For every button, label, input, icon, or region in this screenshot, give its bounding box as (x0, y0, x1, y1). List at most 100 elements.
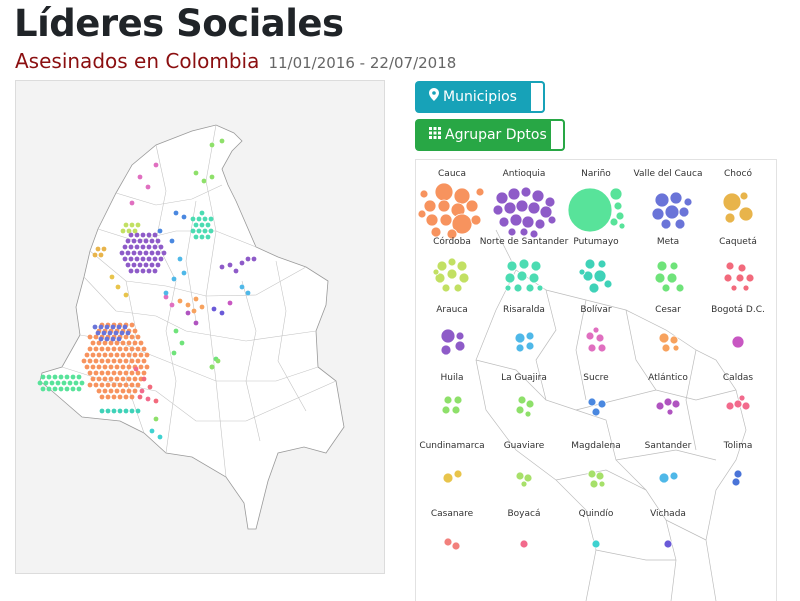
case-dot (120, 376, 126, 382)
department-grid-panel[interactable]: Cauca Antioquia Nariño Valle del Cauca Chocó… (415, 159, 777, 601)
case-dot (99, 346, 105, 352)
case-dot (525, 331, 535, 341)
case-dot (233, 268, 239, 274)
case-dot (451, 405, 461, 415)
map-marker-icon (429, 81, 439, 113)
case-dot (138, 364, 144, 370)
case-dot (117, 346, 123, 352)
map-dot-layer (37, 138, 257, 440)
case-dot (536, 284, 544, 292)
dept-group-magdalena[interactable]: Magdalena (571, 441, 621, 489)
dept-group-casanare[interactable]: Casanare (431, 509, 474, 551)
case-dot (149, 428, 155, 434)
case-dot (585, 331, 595, 341)
case-dot (591, 539, 601, 549)
case-dot (169, 302, 175, 308)
case-dot (137, 174, 143, 180)
dept-group-guaviare[interactable]: Guaviare (504, 441, 545, 488)
dept-group-boyacá[interactable]: Boyacá (508, 509, 541, 549)
case-dot (663, 539, 673, 549)
dept-group-bolívar[interactable]: Bolívar (580, 305, 612, 353)
case-dot (84, 352, 90, 358)
dept-group-cauca[interactable]: Cauca (417, 169, 485, 240)
dept-group-bogotá-d-c-[interactable]: Bogotá D.C. (711, 305, 765, 349)
agrupar-toggle[interactable] (549, 119, 565, 151)
case-dot (239, 260, 245, 266)
case-dot (453, 283, 463, 293)
dept-label: Vichada (650, 509, 686, 519)
dept-group-valle-del-cauca[interactable]: Valle del Cauca (634, 169, 703, 230)
case-dot (209, 364, 215, 370)
case-dot (179, 340, 185, 346)
dept-group-tolima[interactable]: Tolima (723, 441, 753, 487)
dept-group-chocó[interactable]: Chocó (722, 168, 754, 224)
case-dot (87, 334, 93, 340)
dept-group-nariño[interactable]: Nariño (567, 169, 626, 233)
case-dot (173, 210, 179, 216)
case-dot (138, 340, 144, 346)
case-dot (196, 216, 202, 222)
grid-icon (429, 119, 441, 151)
dept-group-sucre[interactable]: Sucre (583, 373, 609, 417)
case-dot (99, 394, 105, 400)
case-dot (126, 352, 132, 358)
dept-group-risaralda[interactable]: Risaralda (503, 305, 545, 353)
dept-group-caquetá[interactable]: Caquetá (719, 237, 757, 292)
dept-label: Tolima (723, 441, 753, 451)
case-dot (76, 386, 82, 392)
case-dot (114, 364, 120, 370)
case-dot (95, 246, 101, 252)
dept-group-santander[interactable]: Santander (645, 441, 692, 484)
dept-group-cundinamarca[interactable]: Cundinamarca (419, 441, 485, 484)
case-dot (84, 364, 90, 370)
dept-label: La Guajira (501, 373, 547, 383)
dept-group-vichada[interactable]: Vichada (650, 509, 686, 549)
case-dot (171, 276, 177, 282)
case-dot (544, 196, 556, 208)
dept-group-meta[interactable]: Meta (654, 237, 685, 293)
case-dot (507, 187, 521, 201)
department-grid: Cauca Antioquia Nariño Valle del Cauca Chocó… (417, 168, 765, 551)
case-dot (46, 386, 52, 392)
case-dot (98, 336, 104, 342)
case-dot (122, 324, 128, 330)
case-dot (64, 386, 70, 392)
dept-group-putumayo[interactable]: Putumayo (573, 237, 619, 294)
dept-group-la-guajira[interactable]: La Guajira (501, 373, 547, 418)
case-dot (443, 537, 453, 547)
municipios-toggle[interactable] (529, 81, 545, 113)
case-dot (209, 142, 215, 148)
dept-group-antioquia[interactable]: Antioquia (492, 169, 557, 239)
case-dot (137, 238, 143, 244)
case-dot (567, 187, 613, 233)
case-dot (123, 394, 129, 400)
dept-group-huila[interactable]: Huila (441, 373, 464, 415)
case-dot (589, 479, 599, 489)
page-title: Líderes Sociales (14, 2, 344, 45)
case-dot (125, 250, 131, 256)
case-dot (153, 416, 159, 422)
dept-group-cesar[interactable]: Cesar (655, 305, 681, 353)
dept-label: Atlántico (648, 373, 688, 383)
case-dot (451, 541, 461, 551)
dept-group-atlántico[interactable]: Atlántico (648, 373, 688, 416)
case-dot (155, 250, 161, 256)
case-dot (199, 210, 205, 216)
date-range: 11/01/2016 - 22/07/2018 (268, 54, 457, 72)
dept-group-córdoba[interactable]: Córdoba (432, 236, 471, 293)
dept-label: Arauca (436, 305, 468, 315)
dept-label: Magdalena (571, 441, 620, 451)
case-dot (678, 206, 690, 218)
dept-group-quindío[interactable]: Quindío (579, 509, 614, 549)
dept-group-arauca[interactable]: Arauca (436, 305, 468, 356)
case-dot (663, 397, 673, 407)
dept-group-caldas[interactable]: Caldas (723, 373, 754, 411)
colombia-map[interactable] (15, 80, 385, 574)
dept-group-norte-de-santander[interactable]: Norte de Santander (480, 237, 569, 293)
agrupar-dptos-button[interactable]: Agrupar Dptos (415, 119, 565, 151)
case-dot (609, 217, 619, 227)
department-grid-canvas[interactable]: Cauca Antioquia Nariño Valle del Cauca Chocó… (416, 160, 776, 601)
municipios-button[interactable]: Municipios (415, 81, 545, 113)
map-canvas[interactable] (16, 81, 384, 573)
case-dot (49, 380, 55, 386)
